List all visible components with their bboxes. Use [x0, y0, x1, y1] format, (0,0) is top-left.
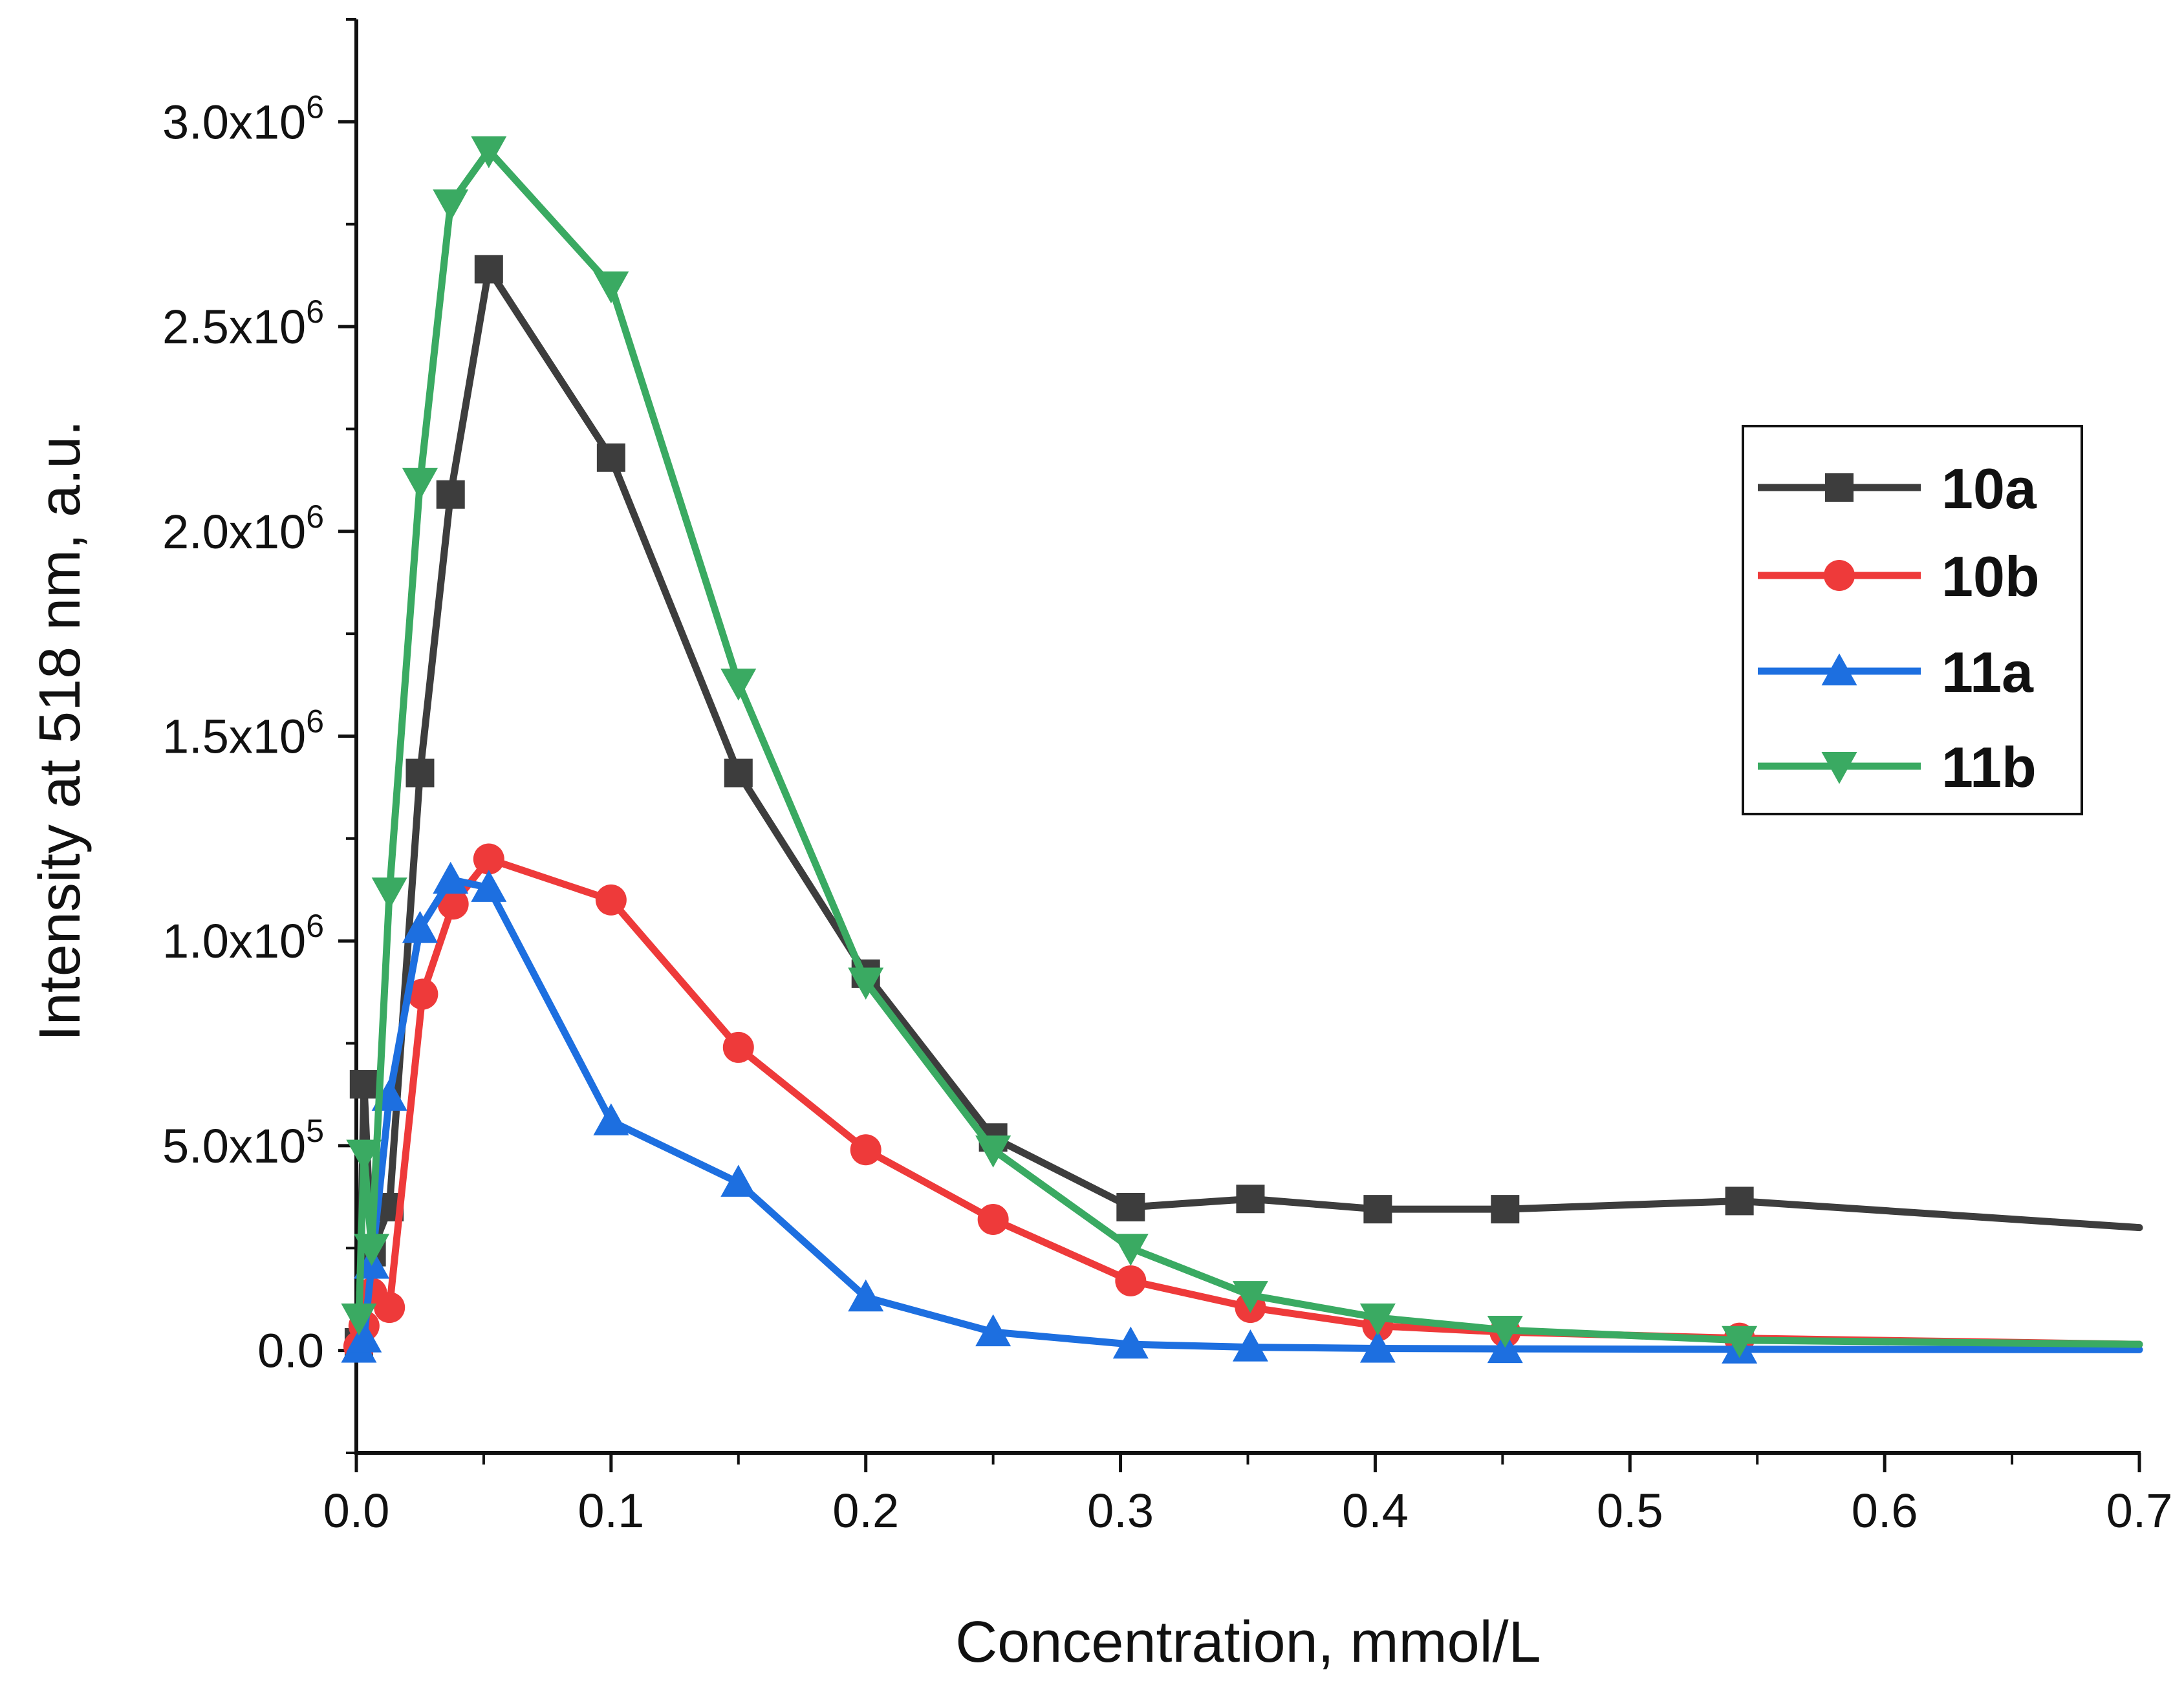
data-point-11a — [1112, 1326, 1149, 1359]
data-point-11a — [975, 1314, 1011, 1347]
data-point-11b — [1232, 1281, 1268, 1313]
data-point-10b — [850, 1134, 881, 1166]
x-tick-label: 0.7 — [2106, 1484, 2173, 1538]
legend-item-11a: 11a — [1758, 640, 2034, 704]
data-point-10b — [437, 888, 469, 920]
data-point-10a — [1116, 1192, 1145, 1221]
y-tick-label: 3.0x106 — [162, 89, 324, 149]
data-point-11b — [354, 1234, 390, 1266]
data-point-10a — [405, 758, 435, 788]
data-point-11b — [1112, 1234, 1149, 1266]
data-point-11a — [346, 1320, 382, 1353]
y-tick-label: 2.5x106 — [162, 294, 324, 354]
x-tick-label: 0.1 — [578, 1484, 644, 1538]
data-point-10a — [1363, 1195, 1392, 1224]
data-point-11b — [346, 1139, 382, 1172]
y-tick-mantissa: 2.5x10 — [162, 300, 306, 354]
series-11a — [341, 861, 2143, 1364]
data-point-10b — [374, 1292, 405, 1324]
y-tick-mantissa: 1.5x10 — [162, 710, 306, 764]
data-point-11a — [593, 1103, 629, 1135]
x-tick-label: 0.5 — [1597, 1484, 1663, 1538]
data-point-11b — [848, 967, 884, 1000]
y-tick-mantissa: 1.0x10 — [162, 914, 306, 968]
data-point-11b — [720, 669, 757, 701]
data-point-11b — [402, 467, 438, 500]
data-point-11a — [433, 861, 469, 894]
y-tick-label: 1.5x106 — [162, 703, 324, 764]
data-point-10a — [1491, 1195, 1520, 1224]
x-tick-label: 0.4 — [1342, 1484, 1409, 1538]
y-tick-exponent: 6 — [306, 703, 324, 740]
data-point-11a — [1232, 1329, 1268, 1362]
data-point-11b — [471, 136, 507, 169]
y-tick-mantissa: 2.0x10 — [162, 505, 306, 559]
data-point-11b — [593, 271, 629, 304]
data-point-11a — [402, 910, 438, 943]
y-tick-label: 2.0x106 — [162, 499, 324, 559]
legend-item-10b: 10b — [1758, 544, 2040, 608]
series-11b — [341, 136, 2143, 1358]
data-point-11b — [341, 1303, 377, 1336]
data-point-11b — [433, 189, 469, 222]
data-point-10a — [436, 480, 465, 509]
legend-marker-10a — [1825, 473, 1854, 502]
x-axis-title: Concentration, mmol/L — [955, 1610, 1541, 1675]
x-tick-label: 0.2 — [832, 1484, 899, 1538]
legend-marker-11b — [1821, 752, 1857, 784]
y-axis-title: Intensity at 518 nm, a.u. — [28, 420, 92, 1042]
x-tick-label: 0.6 — [1852, 1484, 1918, 1538]
y-tick-label: 5.0x105 — [162, 1113, 324, 1173]
y-tick-mantissa: 3.0x10 — [162, 95, 306, 149]
data-point-10b — [407, 978, 438, 1010]
legend-item-11b: 11b — [1758, 735, 2037, 799]
data-point-10a — [596, 443, 625, 472]
data-point-10a — [1236, 1185, 1265, 1214]
data-point-10a — [349, 1069, 378, 1099]
y-tick-mantissa: 0.0 — [257, 1324, 324, 1378]
legend-label-10a: 10a — [1941, 456, 2037, 521]
data-point-10b — [595, 884, 627, 916]
data-point-11a — [848, 1279, 884, 1312]
x-axis-ticks: 0.0 0.1 0.2 0.3 0.4 0.5 0.6 0.7 — [323, 1453, 2173, 1538]
data-point-10b — [473, 843, 504, 875]
series-layer — [341, 136, 2143, 1364]
data-point-11b — [371, 877, 407, 910]
x-tick-label: 0.0 — [323, 1484, 390, 1538]
data-point-11b — [975, 1135, 1011, 1168]
data-point-10a — [724, 758, 753, 788]
y-tick-label: 0.0 — [257, 1324, 324, 1378]
legend-label-11a: 11a — [1941, 640, 2034, 704]
x-tick-label: 0.3 — [1087, 1484, 1154, 1538]
data-point-11b — [1487, 1315, 1523, 1348]
data-point-11b — [1359, 1303, 1396, 1336]
legend-item-10a: 10a — [1758, 456, 2037, 521]
data-point-10b — [977, 1203, 1009, 1235]
legend-marker-10b — [1824, 560, 1855, 591]
legend: 10a 10b 11a 11b — [1742, 425, 2083, 815]
legend-label-11b: 11b — [1941, 735, 2037, 799]
y-tick-exponent: 6 — [306, 294, 324, 330]
y-tick-mantissa: 5.0x10 — [162, 1119, 306, 1173]
y-tick-exponent: 6 — [306, 908, 324, 944]
legend-marker-11a — [1821, 653, 1857, 685]
data-point-10a — [1725, 1186, 1754, 1216]
y-tick-exponent: 6 — [306, 499, 324, 535]
legend-label-10b: 10b — [1941, 544, 2040, 608]
y-tick-exponent: 5 — [306, 1113, 324, 1149]
data-point-11b — [1722, 1325, 1758, 1358]
data-point-10b — [722, 1031, 754, 1063]
y-tick-exponent: 6 — [306, 89, 324, 125]
data-point-10a — [474, 255, 503, 284]
data-point-10b — [1115, 1265, 1147, 1296]
y-tick-label: 1.0x106 — [162, 908, 324, 968]
data-point-11a — [1359, 1330, 1396, 1363]
data-point-11a — [720, 1164, 757, 1197]
data-point-11a — [471, 870, 507, 902]
y-axis-ticks: 0.05.0x1051.0x1061.5x1062.0x1062.5x1063.… — [162, 18, 356, 1454]
